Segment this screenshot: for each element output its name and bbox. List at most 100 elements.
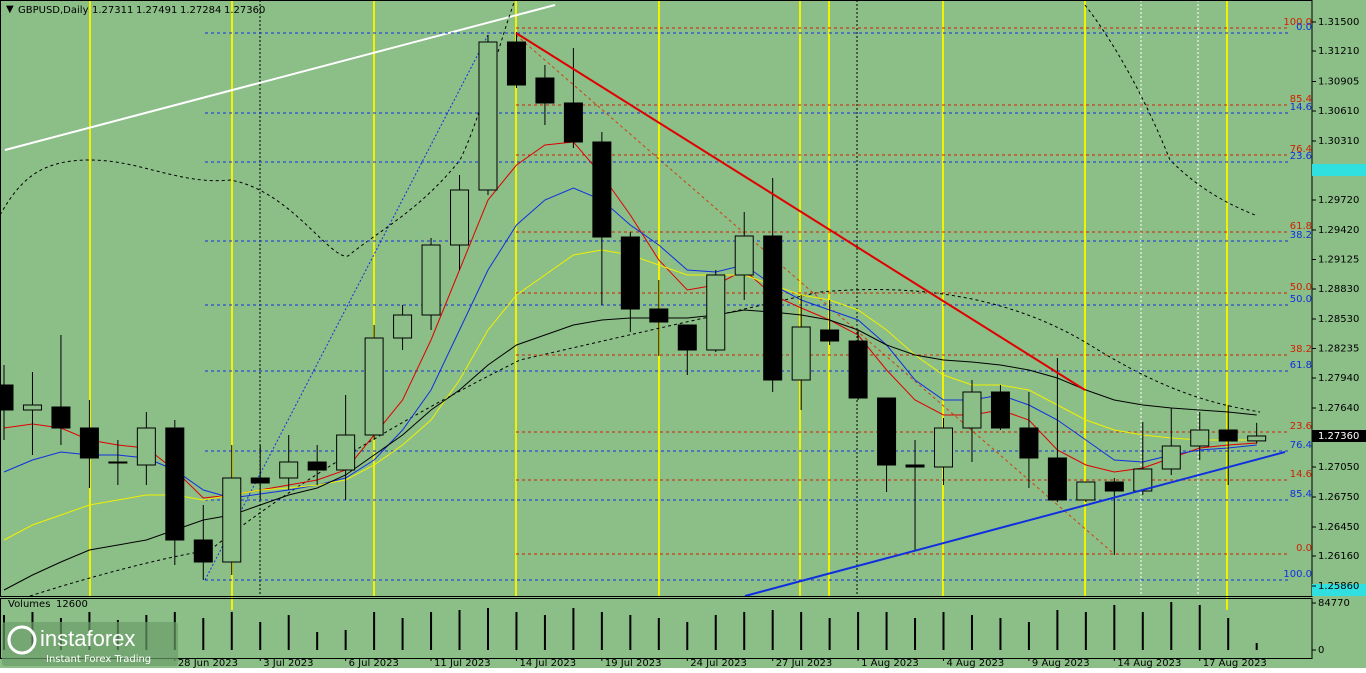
x-tick-label: 6 Jul 2023 [349, 658, 399, 668]
current-price: 1.27360 [1318, 431, 1359, 442]
candle-body [22, 404, 42, 411]
fib-label: 38.2 [1290, 230, 1312, 241]
candle-body [934, 427, 954, 468]
fib-label: 100.0 [1283, 17, 1312, 28]
x-tick-label: 28 Jun 2023 [178, 658, 238, 668]
fib-label: 61.8 [1290, 360, 1312, 371]
y-tick-label: 1.25860 [1318, 581, 1359, 592]
x-tick-label: 27 Jul 2023 [776, 658, 833, 668]
close-price: 1.27360 [224, 5, 265, 16]
candle-body [1019, 427, 1039, 459]
candle-body [820, 329, 840, 342]
volume-tick-label: 0 [1318, 645, 1324, 656]
y-tick-label: 1.29125 [1318, 255, 1359, 266]
open-price: 1.27311 [92, 5, 133, 16]
candle-body [108, 461, 128, 464]
candle-body [535, 77, 555, 104]
y-tick-label: 1.26450 [1318, 522, 1359, 533]
candle-body [592, 141, 612, 238]
high-price: 1.27491 [136, 5, 177, 16]
candle-body [421, 244, 441, 316]
candle-body [1190, 429, 1210, 447]
y-tick-label: 1.30610 [1318, 106, 1359, 117]
candle-body [193, 539, 213, 563]
x-tick-label: 14 Aug 2023 [1117, 658, 1181, 668]
y-tick-label: 1.28235 [1318, 344, 1359, 355]
x-tick-label: 4 Aug 2023 [947, 658, 1005, 668]
candle-body [79, 427, 99, 459]
white-verticals [1140, 0, 1199, 596]
y-tick-label: 1.30905 [1318, 77, 1359, 88]
fib-label: 61.8 [1290, 221, 1312, 232]
candle-body [1047, 457, 1067, 501]
candle-body [136, 427, 156, 466]
x-tick-label: 14 Jul 2023 [519, 658, 576, 668]
candle-body [1104, 481, 1124, 492]
fib-label: 14.6 [1290, 102, 1312, 113]
candle-body [905, 464, 925, 468]
candle-body [1161, 445, 1181, 470]
fib-label: 76.4 [1290, 144, 1312, 155]
candle-body [1247, 435, 1267, 442]
logo: instaforex Instant Forex Trading [2, 622, 178, 666]
candle-body [620, 236, 640, 310]
y-tick-label: 1.31500 [1318, 17, 1359, 28]
x-tick-label: 17 Aug 2023 [1203, 658, 1267, 668]
y-tick-label: 1.27050 [1318, 462, 1359, 473]
y-tick-label: 1.26160 [1318, 551, 1359, 562]
x-tick-label: 11 Jul 2023 [434, 658, 491, 668]
x-tick-label: 1 Aug 2023 [861, 658, 919, 668]
fib-label: 100.0 [1283, 569, 1312, 580]
low-price: 1.27284 [180, 5, 221, 16]
price-marker [1312, 584, 1366, 596]
current-price-box [1312, 430, 1366, 442]
fib-label: 85.4 [1290, 489, 1312, 500]
candle-body [649, 308, 669, 323]
logo-bg [2, 622, 178, 666]
y-tick-label: 1.29720 [1318, 195, 1359, 206]
candle-body [1076, 481, 1096, 501]
fib-label: 38.2 [1290, 344, 1312, 355]
candle-body [165, 427, 185, 541]
candle-body [250, 477, 270, 484]
candle-body [506, 41, 526, 86]
candle-body [51, 406, 71, 429]
candle-body [450, 189, 470, 246]
candle-body [877, 397, 897, 466]
candle-body [336, 434, 356, 471]
price-marker [1312, 164, 1366, 176]
volume-label: Volumes [8, 599, 50, 610]
y-tick-label: 1.31210 [1318, 46, 1359, 57]
fib-label: 0.0 [1296, 22, 1312, 33]
logo-icon [7, 625, 37, 655]
candle-body [848, 340, 868, 399]
candle-body [222, 477, 242, 563]
y-tick-label: 1.28830 [1318, 284, 1359, 295]
logo-name: instaforex [40, 626, 135, 651]
candle-body [962, 391, 982, 429]
x-tick-label: 9 Aug 2023 [1032, 658, 1090, 668]
band-line [1084, 4, 1256, 216]
logo-tagline: Instant Forex Trading [46, 654, 151, 665]
y-tick-label: 1.26750 [1318, 492, 1359, 503]
y-tick-label: 1.27640 [1318, 403, 1359, 414]
candle-body [364, 337, 384, 436]
symbol: GBPUSD,Daily [18, 5, 89, 16]
candle-body [279, 461, 299, 479]
y-tick-label: 1.29420 [1318, 225, 1359, 236]
candle-body [791, 326, 811, 381]
fib-label: 23.6 [1290, 421, 1312, 432]
candle-body [563, 102, 583, 143]
fib-label: 50.0 [1290, 294, 1312, 305]
candle-body [677, 324, 697, 351]
trend-line [4, 4, 556, 151]
candle-body [0, 384, 14, 411]
header: ▼ GBPUSD,Daily 1.27311 1.27491 1.27284 1… [6, 4, 265, 16]
trend-line [744, 451, 1286, 597]
x-tick-label: 24 Jul 2023 [690, 658, 747, 668]
fib-label: 0.0 [1296, 543, 1312, 554]
candle-body [734, 235, 754, 276]
candle-body [763, 235, 783, 381]
